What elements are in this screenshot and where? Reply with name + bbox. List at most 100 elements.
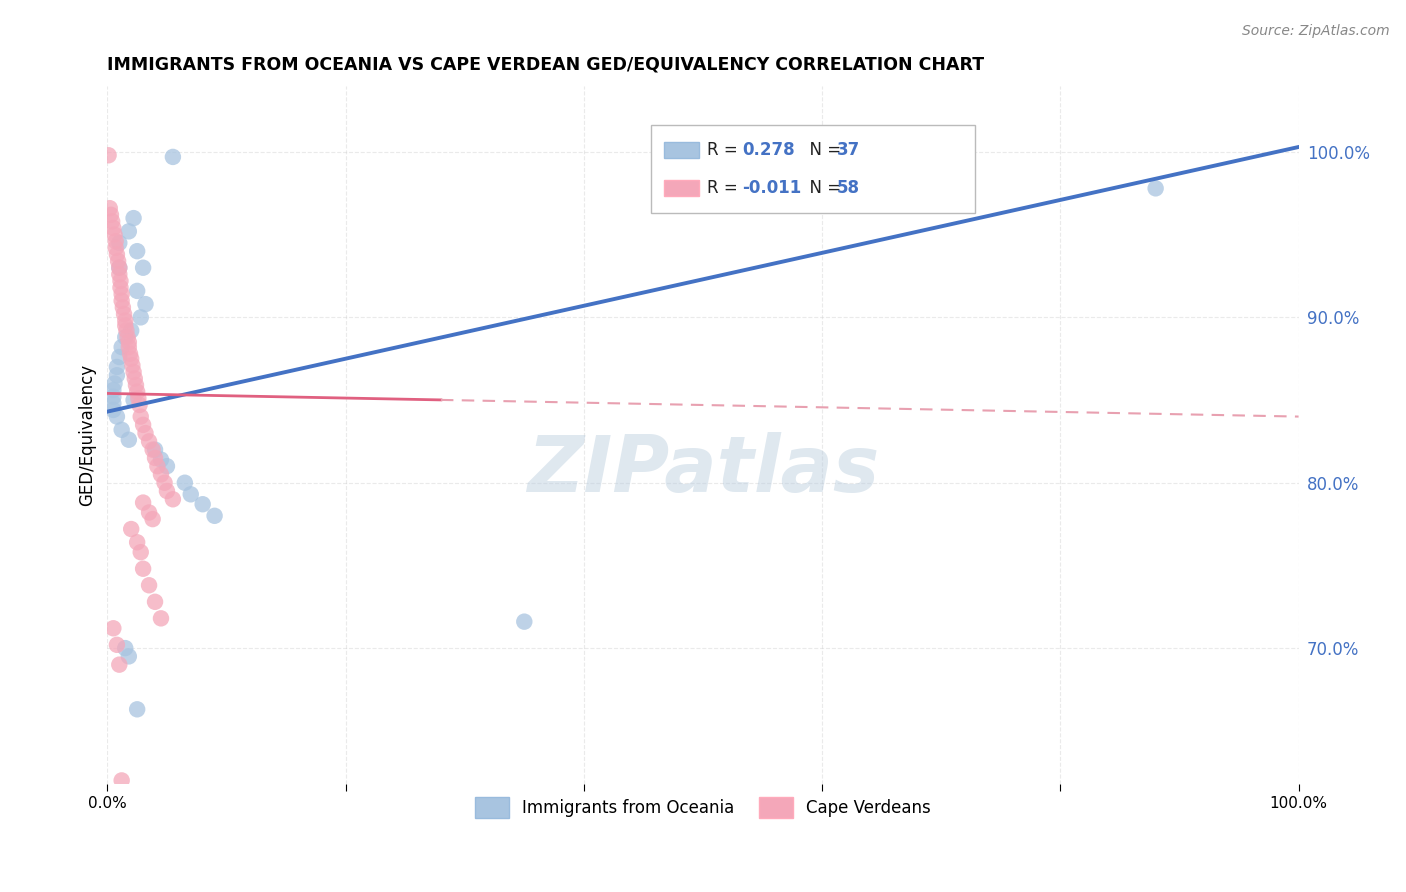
Point <box>115 324 138 338</box>
Point <box>105 359 128 374</box>
Point <box>103 396 125 410</box>
Point <box>138 434 160 449</box>
Point <box>97 148 120 162</box>
Point <box>105 368 128 383</box>
Point <box>146 459 169 474</box>
Point <box>100 208 122 222</box>
Point <box>118 347 141 361</box>
Point <box>142 512 165 526</box>
Point <box>143 442 166 457</box>
Point <box>129 409 152 424</box>
Text: 0.278: 0.278 <box>742 141 794 159</box>
Point <box>110 280 132 294</box>
Point <box>143 450 166 465</box>
Point <box>103 621 125 635</box>
Point <box>162 492 184 507</box>
Point <box>132 495 155 509</box>
Text: N =: N = <box>799 178 846 197</box>
Point <box>134 426 156 441</box>
Point <box>110 274 132 288</box>
Point <box>122 392 145 407</box>
Point <box>121 359 143 373</box>
Point <box>173 475 195 490</box>
Text: IMMIGRANTS FROM OCEANIA VS CAPE VERDEAN GED/EQUIVALENCY CORRELATION CHART: IMMIGRANTS FROM OCEANIA VS CAPE VERDEAN … <box>107 55 984 73</box>
Point <box>162 150 184 164</box>
Point <box>103 390 125 404</box>
Point <box>104 241 127 255</box>
Point <box>111 287 134 301</box>
Point <box>127 384 149 399</box>
Point <box>114 318 136 333</box>
Point <box>118 224 141 238</box>
Point <box>128 398 150 412</box>
Point <box>156 459 179 474</box>
Text: R =: R = <box>707 141 744 159</box>
Point <box>105 247 128 261</box>
Point <box>149 452 172 467</box>
Point <box>108 268 131 282</box>
Point <box>143 595 166 609</box>
Text: -0.011: -0.011 <box>742 178 801 197</box>
Point <box>129 545 152 559</box>
Point <box>132 417 155 432</box>
Point <box>101 214 124 228</box>
Point <box>112 307 135 321</box>
Text: Source: ZipAtlas.com: Source: ZipAtlas.com <box>1241 24 1389 38</box>
Point <box>513 615 536 629</box>
Point <box>108 235 131 250</box>
Point <box>127 702 149 716</box>
Text: ZIPatlas: ZIPatlas <box>527 432 879 508</box>
Point <box>108 260 131 275</box>
Point <box>114 641 136 656</box>
Point <box>180 487 202 501</box>
Point <box>149 611 172 625</box>
Point <box>142 442 165 457</box>
Point <box>117 330 139 344</box>
Point <box>149 467 172 482</box>
Point <box>127 244 149 259</box>
Text: R =: R = <box>707 178 744 197</box>
Point <box>104 234 127 248</box>
Point <box>138 506 160 520</box>
Point <box>108 350 131 364</box>
Point <box>120 324 142 338</box>
Point <box>108 657 131 672</box>
Point <box>108 260 131 275</box>
Point <box>111 340 134 354</box>
Point <box>118 433 141 447</box>
Text: N =: N = <box>799 141 846 159</box>
Point <box>153 475 176 490</box>
Point <box>204 508 226 523</box>
Point <box>103 376 125 391</box>
Point <box>129 310 152 325</box>
Point <box>127 535 149 549</box>
Point <box>122 211 145 226</box>
Point <box>111 773 134 788</box>
Point <box>124 371 146 385</box>
Point <box>132 260 155 275</box>
Point <box>111 423 134 437</box>
Point <box>114 330 136 344</box>
Point <box>118 340 141 354</box>
Point <box>105 409 128 424</box>
Point <box>111 293 134 308</box>
Point <box>138 578 160 592</box>
Point <box>107 254 129 268</box>
Point <box>103 227 125 242</box>
Point <box>191 497 214 511</box>
Point <box>156 483 179 498</box>
Point <box>103 403 125 417</box>
Point <box>122 365 145 379</box>
Point <box>134 297 156 311</box>
Point <box>98 201 121 215</box>
Point <box>1144 181 1167 195</box>
Text: 37: 37 <box>837 141 860 159</box>
Point <box>118 649 141 664</box>
Point <box>103 383 125 397</box>
Legend: Immigrants from Oceania, Cape Verdeans: Immigrants from Oceania, Cape Verdeans <box>468 790 938 824</box>
Point <box>103 221 125 235</box>
Point <box>125 378 148 392</box>
Y-axis label: GED/Equivalency: GED/Equivalency <box>79 364 96 506</box>
Point <box>127 284 149 298</box>
Point <box>105 638 128 652</box>
